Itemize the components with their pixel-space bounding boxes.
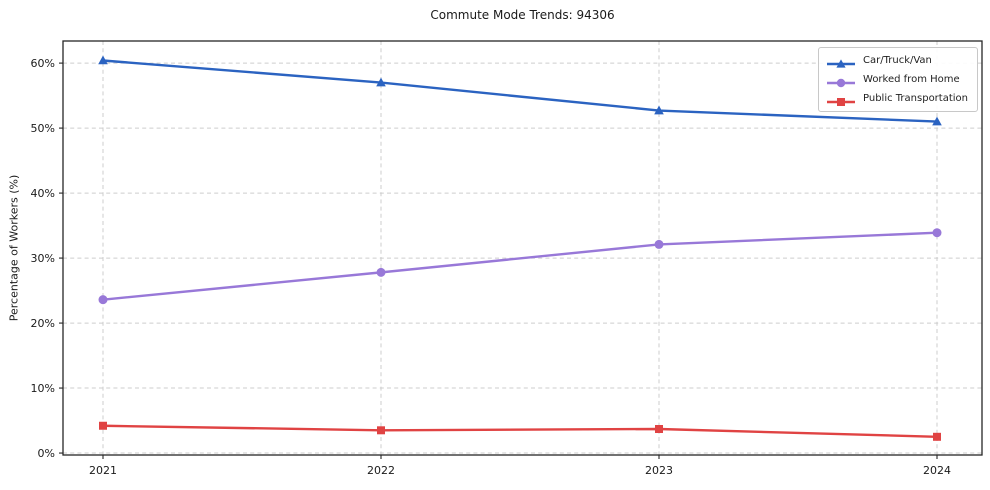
legend: Car/Truck/Van Worked from Home Public Tr… (818, 47, 978, 112)
x-tick-label: 2021 (89, 464, 117, 477)
legend-item-car-truck-van: Car/Truck/Van (826, 53, 968, 68)
legend-swatch-worked-from-home (826, 74, 856, 87)
series-public-transportation (99, 421, 941, 441)
x-tick-label: 2023 (645, 464, 673, 477)
y-tick-label: 10% (31, 382, 55, 395)
series-car-truck-van (98, 55, 942, 126)
x-tick-label: 2022 (367, 464, 395, 477)
x-tick-label: 2024 (923, 464, 951, 477)
chart-title: Commute Mode Trends: 94306 (430, 8, 615, 22)
legend-swatch-public-transportation (826, 93, 856, 106)
legend-swatch-car-truck-van (826, 55, 856, 68)
axis-ticks (59, 62, 938, 459)
y-tick-label: 40% (31, 187, 55, 200)
series-worked-from-home (98, 228, 942, 305)
legend-item-worked-from-home: Worked from Home (826, 72, 968, 87)
y-tick-label: 0% (38, 447, 55, 460)
y-tick-label: 20% (31, 317, 55, 330)
tick-labels: 0% 10% 20% 30% 40% 50% 60% 2021 2022 2023 2024 (31, 57, 951, 477)
y-tick-label: 30% (31, 252, 55, 265)
axes-frame (62, 40, 983, 456)
legend-item-public-transportation: Public Transportation (826, 91, 968, 106)
legend-label: Car/Truck/Van (863, 55, 932, 66)
legend-label: Public Transportation (863, 93, 968, 104)
legend-label: Worked from Home (863, 74, 960, 85)
y-tick-label: 50% (31, 122, 55, 135)
y-tick-label: 60% (31, 57, 55, 70)
